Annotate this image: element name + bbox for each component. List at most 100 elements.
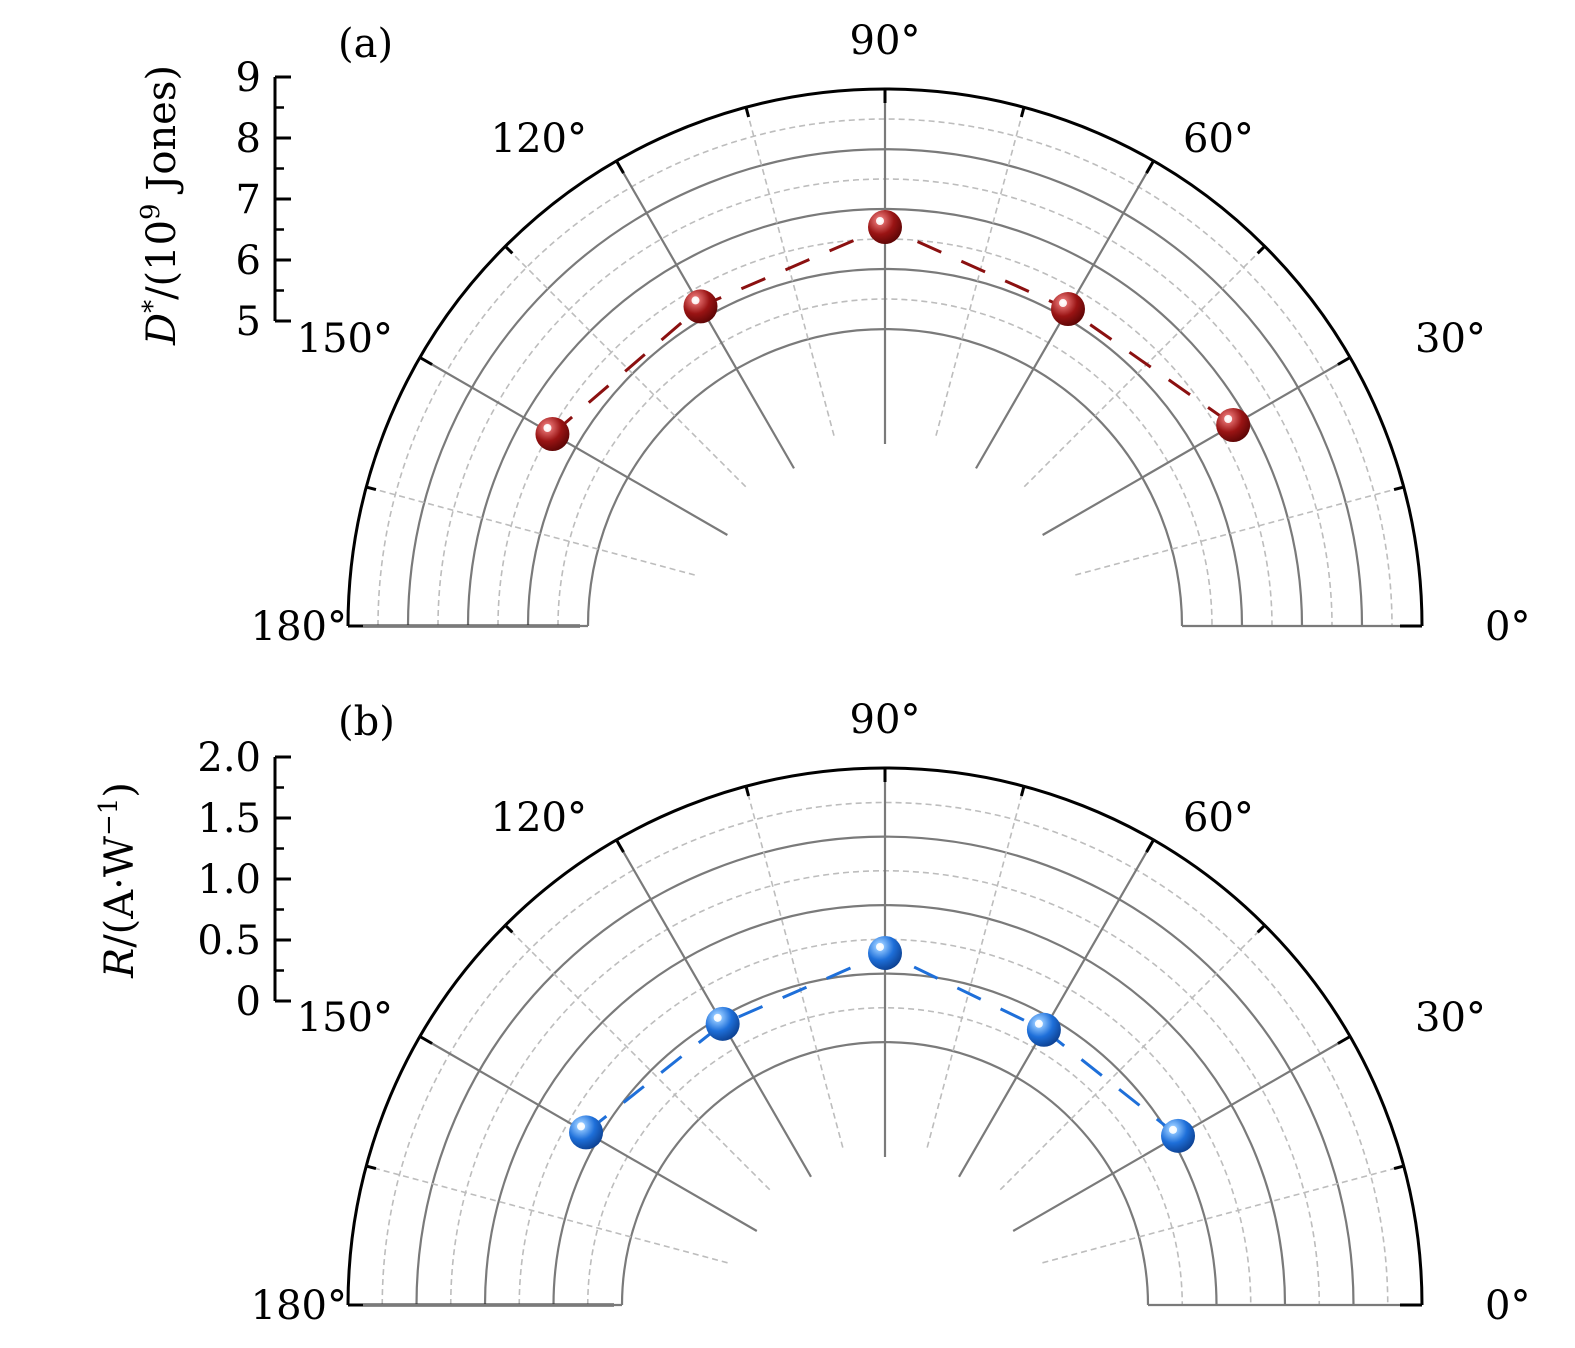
ylabel-b-end: ): [97, 782, 143, 798]
angle-tick: [615, 160, 625, 174]
angle-tick: [1145, 839, 1155, 853]
series-line: [551, 225, 1234, 436]
spoke-minor: [926, 786, 1025, 1148]
data-point: [868, 210, 902, 244]
spoke-minor: [745, 107, 835, 436]
ylabel-a-exp: 9: [136, 203, 166, 220]
panel-b: (b) 0 0.5 1.0 1.5 2.0 0° 30° 60° 90° 120° 150° 180…: [94, 697, 1530, 1329]
radial-tick-label: 6: [236, 238, 261, 284]
angle-tick-label: 180°: [251, 1283, 347, 1329]
spoke-minor: [1042, 1165, 1404, 1264]
polar-grid-b: [346, 766, 1424, 1307]
radial-tick-label: 8: [236, 116, 261, 162]
spoke-major: [615, 839, 812, 1178]
angle-tick-label: 180°: [251, 604, 347, 650]
panel-a: (a) 5 6 7 8 9 0° 30° 60° 90° 120° 150° 180° D*/(10…: [136, 18, 1530, 650]
data-point-highlight: [876, 217, 884, 225]
angle-tick: [1337, 356, 1351, 366]
radial-axis-b: 0 0.5 1.0 1.5 2.0: [197, 735, 291, 1025]
spoke-minor: [504, 924, 771, 1191]
angle-tick: [504, 245, 514, 255]
data-point: [535, 417, 570, 451]
grid-circle-minor: [377, 118, 1393, 627]
ylabel-a-mid: /(10: [139, 220, 185, 300]
data-point-highlight: [1169, 1125, 1178, 1134]
spoke-minor: [366, 1165, 728, 1264]
y-axis-title-a: D*/(109 Jones): [136, 65, 185, 346]
angle-tick-label: 0°: [1485, 604, 1530, 650]
data-point-highlight: [1034, 1019, 1043, 1028]
spoke-minor: [935, 107, 1025, 436]
angle-tick: [1256, 245, 1266, 255]
data-point: [1161, 1118, 1196, 1153]
data-point: [1051, 292, 1085, 327]
angle-labels-b: 0° 30° 60° 90° 120° 150° 180°: [251, 697, 1531, 1329]
data-series-a: [535, 210, 1251, 451]
angle-tick: [1337, 1035, 1351, 1045]
spoke-minor: [1075, 486, 1404, 576]
spoke-minor: [1023, 245, 1266, 488]
angle-tick-label: 120°: [491, 795, 587, 841]
angle-tick-label: 0°: [1485, 1283, 1530, 1329]
ylabel-b-var: R: [97, 948, 143, 979]
radial-tick-label: 9: [236, 55, 261, 101]
spoke-major: [958, 839, 1155, 1178]
radial-tick-label: 1.0: [197, 857, 261, 903]
angle-tick-label: 30°: [1415, 995, 1486, 1041]
angle-tick: [744, 106, 751, 118]
radial-tick-label: 5: [236, 299, 261, 345]
data-point: [868, 935, 902, 970]
polar-grid-a: [346, 87, 1424, 628]
panel-label-b: (b): [338, 699, 395, 745]
angle-tick: [744, 785, 751, 797]
angle-tick-label: 150°: [297, 995, 393, 1041]
angle-tick: [365, 1164, 377, 1171]
data-point-highlight: [577, 1122, 586, 1131]
angle-tick-label: 90°: [850, 697, 921, 743]
angle-tick: [615, 839, 625, 853]
data-point-highlight: [713, 1013, 722, 1022]
angle-tick: [1256, 924, 1266, 934]
angle-tick-label: 150°: [297, 316, 393, 362]
ylabel-b-exp: −1: [94, 798, 124, 836]
spoke-minor: [745, 786, 844, 1148]
angle-tick: [419, 356, 433, 366]
angle-tick: [1019, 106, 1026, 118]
spoke-major: [419, 356, 728, 536]
data-point-highlight: [1224, 415, 1233, 423]
angle-tick: [1145, 160, 1155, 174]
angle-tick: [504, 924, 514, 934]
angle-tick: [419, 1035, 433, 1045]
data-point: [705, 1006, 740, 1041]
angle-tick: [1393, 1164, 1405, 1171]
radial-tick-label: 7: [236, 177, 261, 223]
angle-tick: [365, 485, 377, 492]
angle-tick-label: 60°: [1183, 116, 1254, 162]
angle-tick: [1393, 485, 1405, 492]
radial-tick-label: 0.5: [197, 918, 261, 964]
data-point-highlight: [691, 296, 700, 305]
angle-labels-a: 0° 30° 60° 90° 120° 150° 180°: [251, 18, 1531, 650]
angle-tick-label: 60°: [1183, 795, 1254, 841]
radial-tick-label: 1.5: [197, 796, 261, 842]
spoke-major: [1042, 356, 1351, 536]
ylabel-a-var: D: [139, 313, 185, 346]
data-point: [1216, 408, 1251, 442]
angle-tick-label: 120°: [491, 116, 587, 162]
data-point-highlight: [543, 424, 552, 432]
radial-tick-label: 0: [236, 979, 261, 1025]
angle-tick-label: 30°: [1415, 316, 1486, 362]
radial-tick-label: 2.0: [197, 735, 261, 781]
spoke-minor: [504, 245, 747, 488]
grid-circle-minor: [381, 801, 1389, 1306]
angle-tick: [1019, 785, 1026, 797]
data-point: [683, 289, 718, 324]
data-point: [569, 1115, 604, 1150]
radial-axis-a: 5 6 7 8 9: [236, 55, 291, 345]
ylabel-b-mid: /(A·W: [97, 836, 143, 948]
data-point: [1026, 1012, 1061, 1047]
data-series-b: [569, 935, 1196, 1153]
y-axis-title-b: R/(A·W−1): [94, 782, 143, 979]
data-point-highlight: [876, 942, 884, 951]
